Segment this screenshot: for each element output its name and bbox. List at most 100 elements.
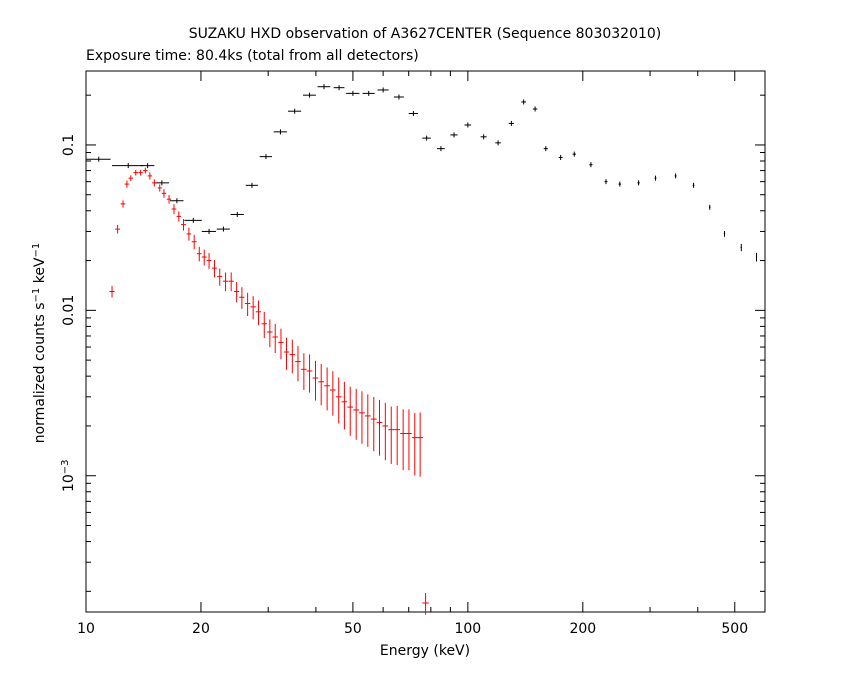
x-tick-label: 500 xyxy=(721,621,748,637)
data-point xyxy=(259,154,273,160)
data-point xyxy=(400,409,407,471)
x-tick-label: 100 xyxy=(454,621,481,637)
data-series xyxy=(86,84,766,615)
series-0 xyxy=(86,84,766,269)
data-point xyxy=(417,412,423,477)
data-point xyxy=(637,180,640,186)
chart-title: SUZAKU HXD observation of A3627CENTER (S… xyxy=(189,26,662,42)
series-1 xyxy=(109,167,429,615)
data-point xyxy=(186,227,192,241)
data-point xyxy=(618,181,622,187)
data-point xyxy=(171,204,177,215)
data-point xyxy=(382,402,389,461)
data-point xyxy=(245,182,258,188)
data-point xyxy=(217,268,223,286)
data-point xyxy=(723,231,726,237)
data-point xyxy=(464,122,472,128)
data-point xyxy=(115,224,121,234)
data-point xyxy=(239,287,245,309)
data-point xyxy=(364,394,371,447)
data-point xyxy=(708,204,711,210)
data-point xyxy=(318,364,324,406)
data-point xyxy=(255,300,262,326)
data-point xyxy=(422,135,431,141)
data-point xyxy=(124,180,130,188)
data-point xyxy=(161,189,167,198)
data-point xyxy=(283,337,290,370)
data-point xyxy=(201,249,207,266)
data-point xyxy=(394,405,401,466)
data-point xyxy=(495,140,501,146)
data-point xyxy=(450,132,458,138)
data-point xyxy=(341,381,348,430)
data-point xyxy=(306,354,313,393)
data-point xyxy=(272,323,278,354)
data-point xyxy=(176,211,182,222)
data-point xyxy=(184,217,202,223)
data-point xyxy=(250,296,256,320)
chart-subtitle: Exposure time: 80.4ks (total from all de… xyxy=(86,48,419,64)
data-point xyxy=(289,339,296,374)
data-point xyxy=(521,99,527,105)
data-point xyxy=(295,346,301,382)
data-point xyxy=(393,94,404,100)
data-point xyxy=(572,151,577,157)
data-point xyxy=(278,328,284,360)
data-point xyxy=(244,292,251,317)
x-tick-label: 10 xyxy=(77,621,95,637)
data-point xyxy=(411,412,418,476)
data-point xyxy=(558,154,563,160)
data-point xyxy=(133,169,139,176)
data-point xyxy=(234,282,240,303)
data-point xyxy=(755,252,758,262)
y-tick-label: 0.1 xyxy=(61,134,77,156)
data-point xyxy=(362,90,375,96)
data-point xyxy=(436,146,445,152)
axes: 10 20 50 100 200 500 0.1 0.01 10−3 xyxy=(60,70,766,637)
data-point xyxy=(508,120,514,126)
data-point xyxy=(222,272,229,292)
x-tick-label: 50 xyxy=(344,621,362,637)
data-point xyxy=(302,92,316,98)
data-point xyxy=(740,243,742,252)
data-point xyxy=(674,173,677,179)
y-axis-label: normalized counts s−1 keV−1 xyxy=(31,243,49,444)
data-point xyxy=(604,179,608,185)
data-point xyxy=(112,163,143,169)
data-point xyxy=(196,246,202,262)
data-point xyxy=(377,87,389,93)
data-point xyxy=(138,169,143,176)
y-tick-label: 0.01 xyxy=(61,295,77,326)
data-point xyxy=(201,228,217,234)
data-point xyxy=(376,399,383,456)
data-point xyxy=(353,388,360,440)
x-axis-label: Energy (keV) xyxy=(380,643,470,659)
data-point xyxy=(422,592,429,615)
data-point xyxy=(335,377,342,424)
data-point xyxy=(181,219,186,231)
x-tick-label: 20 xyxy=(192,621,210,637)
data-point xyxy=(267,319,273,348)
data-point xyxy=(408,110,418,116)
data-point xyxy=(212,259,217,278)
data-point xyxy=(170,198,184,204)
data-point xyxy=(480,134,487,140)
data-point xyxy=(230,211,244,217)
x-tick-label: 200 xyxy=(569,621,596,637)
data-point xyxy=(388,406,395,464)
data-point xyxy=(152,179,157,187)
data-point xyxy=(157,184,162,192)
data-point xyxy=(109,285,115,298)
data-point xyxy=(589,162,593,168)
data-point xyxy=(120,200,126,208)
data-point xyxy=(86,156,111,162)
data-point xyxy=(228,272,234,292)
data-point xyxy=(166,195,172,204)
data-point xyxy=(147,172,153,180)
data-point xyxy=(206,253,212,269)
data-point xyxy=(128,175,134,182)
data-point xyxy=(154,180,170,186)
data-point xyxy=(330,371,336,416)
data-point xyxy=(654,175,657,181)
